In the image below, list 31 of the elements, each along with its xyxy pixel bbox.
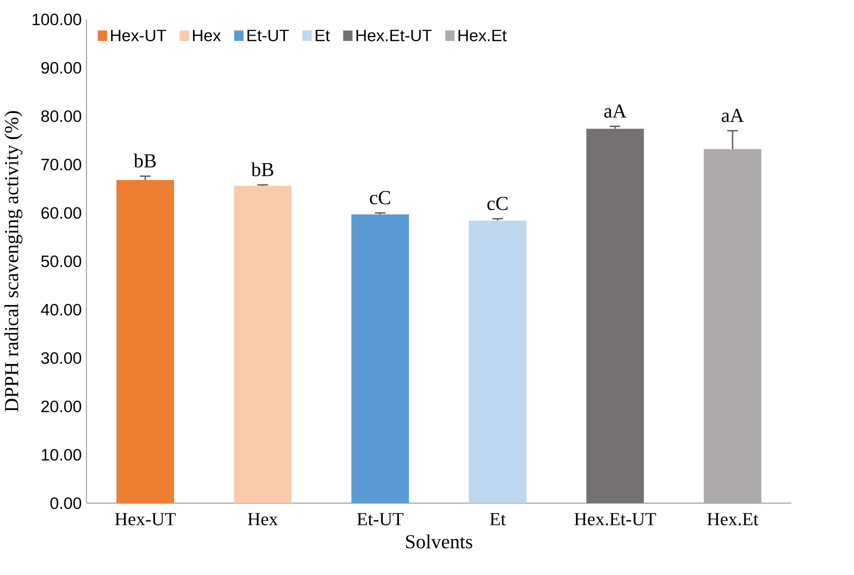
- data-label: cC: [370, 190, 390, 204]
- y-tick-label: 20.00: [41, 400, 82, 412]
- y-axis-title: DPPH radical scavenging activity (%): [4, 111, 22, 412]
- x-tick-label: Hex.Et-UT: [574, 512, 656, 526]
- data-label: bB: [251, 162, 274, 176]
- y-tick-label: 100.00: [32, 13, 82, 26]
- y-tick-label: 30.00: [41, 352, 82, 364]
- y-tick-label: 70.00: [41, 158, 82, 170]
- legend-label: Hex.Et-UT: [356, 30, 432, 42]
- data-label: aA: [722, 108, 744, 122]
- y-tick-label: 40.00: [40, 304, 82, 316]
- x-tick-label: Et: [490, 512, 506, 526]
- x-tick-label: Hex: [248, 512, 278, 526]
- legend-label: Hex: [193, 30, 221, 42]
- y-tick-label: 90.00: [41, 62, 82, 74]
- y-tick-label: 0.00: [50, 497, 82, 509]
- legend-label: Et: [316, 30, 330, 42]
- data-label: bB: [134, 154, 156, 168]
- data-label: cC: [487, 196, 508, 210]
- legend-label: Hex-UT: [111, 30, 166, 42]
- y-tick-label: 50.00: [41, 255, 82, 267]
- x-tick-label: Et-UT: [357, 512, 404, 526]
- y-tick-label: 80.00: [41, 110, 82, 122]
- data-label: aA: [604, 104, 626, 118]
- x-axis-title: Solvents: [406, 534, 472, 548]
- x-tick-label: Hex-UT: [115, 512, 176, 526]
- legend-label: Et-UT: [248, 30, 289, 42]
- y-tick-label: 10.00: [42, 448, 82, 460]
- x-tick-label: Hex.Et: [707, 512, 758, 526]
- legend-label: Hex.Et: [458, 30, 507, 42]
- y-tick-label: 60.00: [41, 206, 82, 219]
